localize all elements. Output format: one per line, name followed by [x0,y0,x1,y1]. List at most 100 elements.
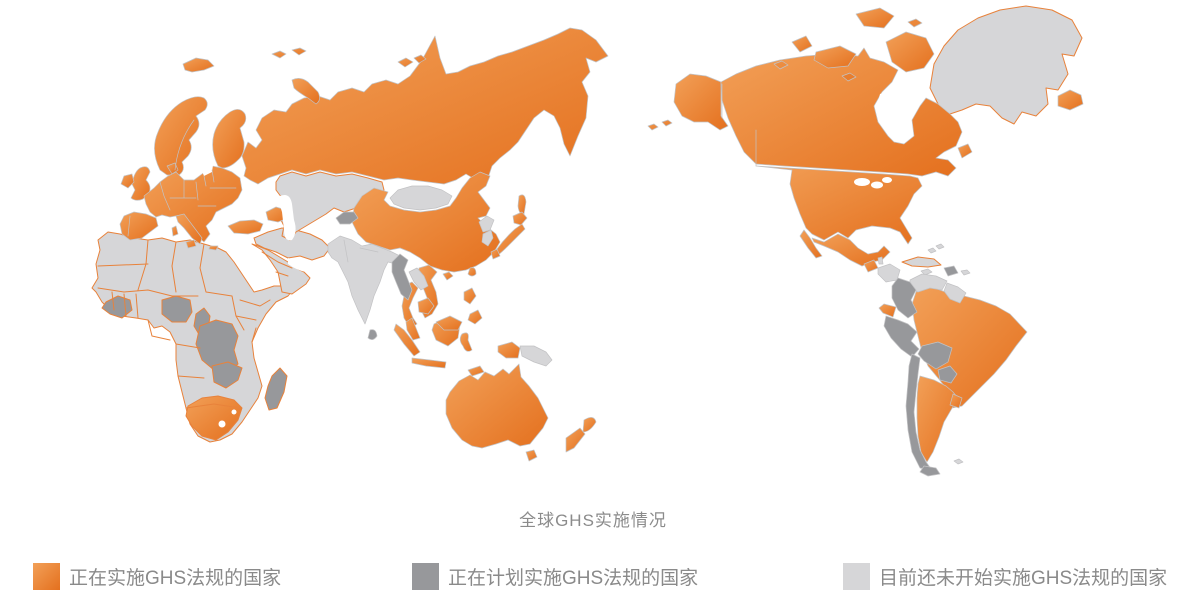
island-sakhalin [517,194,527,215]
world-choropleth-map [91,5,1084,477]
country-paraguay [937,365,958,384]
enclave-eswatini [231,409,237,415]
region-guyanas [943,282,967,304]
country-chile [905,353,933,471]
country-norway-sweden [154,96,208,176]
island-sicily [185,239,197,249]
country-sri-lanka [367,329,378,340]
islands-falkland [953,458,964,465]
island-banks [791,35,813,53]
borders-africa [97,239,271,409]
country-colombia [891,277,918,319]
borders-arabia [261,251,293,277]
country-zambia [211,361,243,389]
island-hokkaido [512,211,528,226]
country-india-pakistan [327,235,401,325]
layer-borders [97,83,757,409]
layer-not-started [91,5,1083,443]
lake-great-lakes-2 [871,181,883,189]
country-finland [212,109,247,169]
legend-swatch-not-started [843,562,870,590]
island-sardinia [171,225,179,237]
country-dr-congo [195,319,239,373]
legend-swatch-implementing [33,562,60,590]
sea-caspian [279,195,296,241]
legend-swatch-planning [412,562,439,590]
country-peru [883,315,920,358]
country-usa-alaska [673,73,729,131]
island-timor [467,365,485,377]
country-papua-new-guinea [519,345,553,367]
country-kyrgyzstan [335,211,359,225]
island-hainan [442,271,454,281]
country-malaysia [405,317,421,341]
country-iceland [1057,89,1084,111]
country-laos [408,267,429,291]
layer-implementing [119,7,1084,463]
islands-severnaya [397,54,427,68]
map-title: 全球GHS实施情况 [519,511,667,530]
country-belize [877,256,884,265]
country-hispaniola [943,265,959,277]
country-south-africa [185,395,243,441]
islands-bahamas [927,243,945,254]
region-baja-california [799,229,823,259]
island-newfoundland [957,143,973,159]
legend-label-not-started: 目前还未开始实施GHS法规的国家 [879,567,1168,589]
region-west-papua [497,341,521,359]
island-novaya-zemlya [291,78,320,105]
country-cambodia [417,297,435,315]
island-mindanao [467,309,483,325]
country-russia [241,27,609,187]
country-bolivia [917,341,953,370]
enclave-lesotho [218,420,226,428]
island-victoria [813,45,857,69]
island-svalbard [182,57,215,73]
legend: 正在实施GHS法规的国家 正在计划实施GHS法规的国家 目前还未开始实施GHS法… [0,561,1186,595]
layer-not-started-small [408,215,971,465]
country-new-zealand-north [582,417,597,433]
country-madagascar [264,367,288,411]
island-sumatra [393,323,421,357]
lake-great-lakes-1 [854,178,870,186]
region-tierra-del-fuego [919,465,941,477]
country-taiwan [467,267,477,277]
country-mexico [811,233,891,267]
country-greenland [929,5,1083,125]
island-ellesmere [855,7,895,29]
country-uruguay [949,393,963,409]
islands-franz-josef [271,47,307,59]
legend-item-implementing: 正在实施GHS法规的国家 [33,561,281,591]
layer-water [199,88,908,428]
island-tasmania [525,449,538,462]
island-crete [208,245,219,251]
island-honshu [496,223,526,256]
sea-persian-gulf [288,258,306,272]
legend-item-planning: 正在计划实施GHS法规的国家 [412,561,698,591]
country-south-korea [481,229,494,247]
country-ireland [120,173,135,189]
country-mongolia [389,185,453,211]
country-usa [755,165,923,245]
country-myanmar [391,253,413,301]
islands-aleutian [647,119,673,131]
country-china [351,171,501,273]
country-north-korea [478,215,495,233]
island-jamaica [920,268,933,276]
sea-baltic [199,142,214,176]
country-arabia [251,243,311,295]
legend-item-not-started: 目前还未开始实施GHS法规的国家 [843,561,1167,591]
country-italy [175,213,203,245]
lake-great-lakes-3 [882,177,892,183]
island-luzon [463,287,477,305]
country-argentina [916,375,959,463]
bay-hudson [876,88,908,130]
country-turkey [227,219,264,235]
island-puerto-rico [960,269,971,276]
islands-arctic-small [773,18,923,82]
borders-asia [343,83,757,263]
country-new-zealand-south [565,427,586,453]
island-sulawesi [459,332,473,352]
country-spain-portugal [119,211,159,241]
